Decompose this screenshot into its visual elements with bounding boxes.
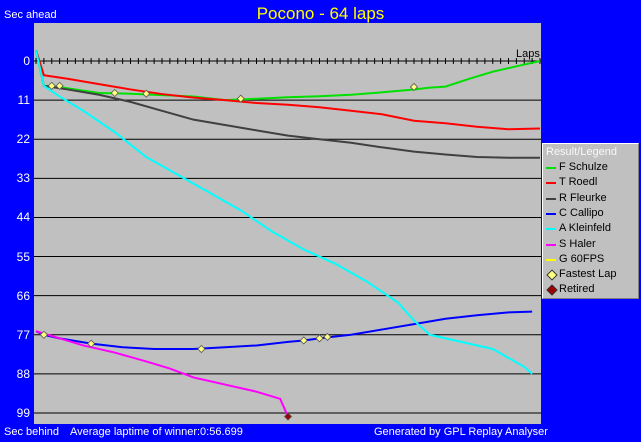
- y-tick-label: 77: [16, 327, 30, 342]
- legend-swatch: [546, 243, 556, 246]
- legend-item: R Fleurke: [545, 191, 637, 207]
- legend-marker: [546, 284, 558, 297]
- chart-title: Pocono - 64 laps: [256, 4, 385, 23]
- legend-item: F Schulze: [545, 160, 637, 176]
- legend-label: G 60FPS: [559, 252, 605, 265]
- fastest-lap-marker: [47, 81, 56, 90]
- legend-label: S Haler: [559, 237, 596, 250]
- y-tick-label: 88: [16, 366, 30, 381]
- average-laptime-label: Average laptime of winner:0:56.699: [70, 426, 243, 438]
- legend-label: Retired: [559, 283, 595, 296]
- series-line-t-roedl: [35, 50, 541, 131]
- series-line-r-fleurke: [35, 50, 540, 159]
- legend-item: C Callipo: [545, 206, 637, 222]
- fastest-lap-marker: [299, 336, 308, 345]
- plot-area: [34, 23, 541, 424]
- legend-label: Fastest Lap: [559, 268, 617, 281]
- fastest-lap-marker: [110, 88, 119, 98]
- fastest-lap-marker: [39, 330, 48, 339]
- y-tick-label: 66: [16, 288, 30, 303]
- y-tick-label: 11: [17, 93, 30, 108]
- legend-title: Result/Legend: [546, 146, 617, 158]
- y-tick-label: 44: [16, 210, 30, 225]
- y-tick-label: 0: [23, 54, 30, 68]
- legend-label: F Schulze: [559, 161, 608, 173]
- x-axis-label: Laps: [516, 48, 540, 60]
- y-tick-label: 99: [16, 406, 30, 420]
- fastest-lap-marker: [197, 344, 206, 354]
- fastest-lap-marker: [236, 94, 245, 103]
- series-line-s-haler: [35, 330, 289, 417]
- y-tick-label: 22: [16, 132, 30, 147]
- retired-marker: [283, 412, 293, 421]
- legend-label: R Fleurke: [559, 191, 607, 204]
- legend-swatch: [546, 182, 556, 185]
- series-line-f-schulze: [35, 50, 541, 102]
- legend-label: A Kleinfeld: [559, 222, 611, 235]
- legend-item: S Haler: [545, 237, 637, 253]
- fastest-lap-marker: [409, 82, 419, 92]
- fastest-lap-marker: [315, 334, 324, 343]
- fastest-lap-marker: [87, 339, 96, 348]
- y-tick-label: 55: [16, 249, 30, 264]
- legend-swatch: [546, 197, 556, 200]
- fastest-lap-marker: [323, 332, 332, 341]
- fastest-lap-marker: [55, 81, 64, 90]
- y-axis-bottom-label: Sec behind: [4, 426, 60, 438]
- legend-swatch: [546, 212, 556, 215]
- fastest-lap-marker: [142, 89, 151, 98]
- legend-item: Fastest Lap: [545, 267, 637, 283]
- legend-swatch: [546, 258, 556, 261]
- legend-label: T Roedl: [559, 176, 598, 189]
- generated-by-label: Generated by GPL Replay Analyser: [374, 426, 548, 438]
- legend-swatch: [546, 167, 556, 169]
- legend: Result/Legend F Schulze T Roedl R Fleurke C…: [542, 143, 639, 299]
- legend-item: T Roedl: [545, 175, 637, 191]
- legend-label: C Callipo: [559, 206, 604, 219]
- legend-item: G 60FPS: [545, 252, 637, 268]
- y-tick-label: 33: [16, 171, 30, 186]
- legend-item: Retired: [545, 282, 637, 298]
- legend-marker: [546, 269, 558, 281]
- legend-swatch: [546, 228, 556, 231]
- y-axis-top-label: Sec ahead: [4, 9, 57, 21]
- series-line-a-kleinfeld: [35, 50, 533, 375]
- legend-item: A Kleinfeld: [545, 221, 637, 237]
- series-line-c-callipo: [35, 310, 533, 350]
